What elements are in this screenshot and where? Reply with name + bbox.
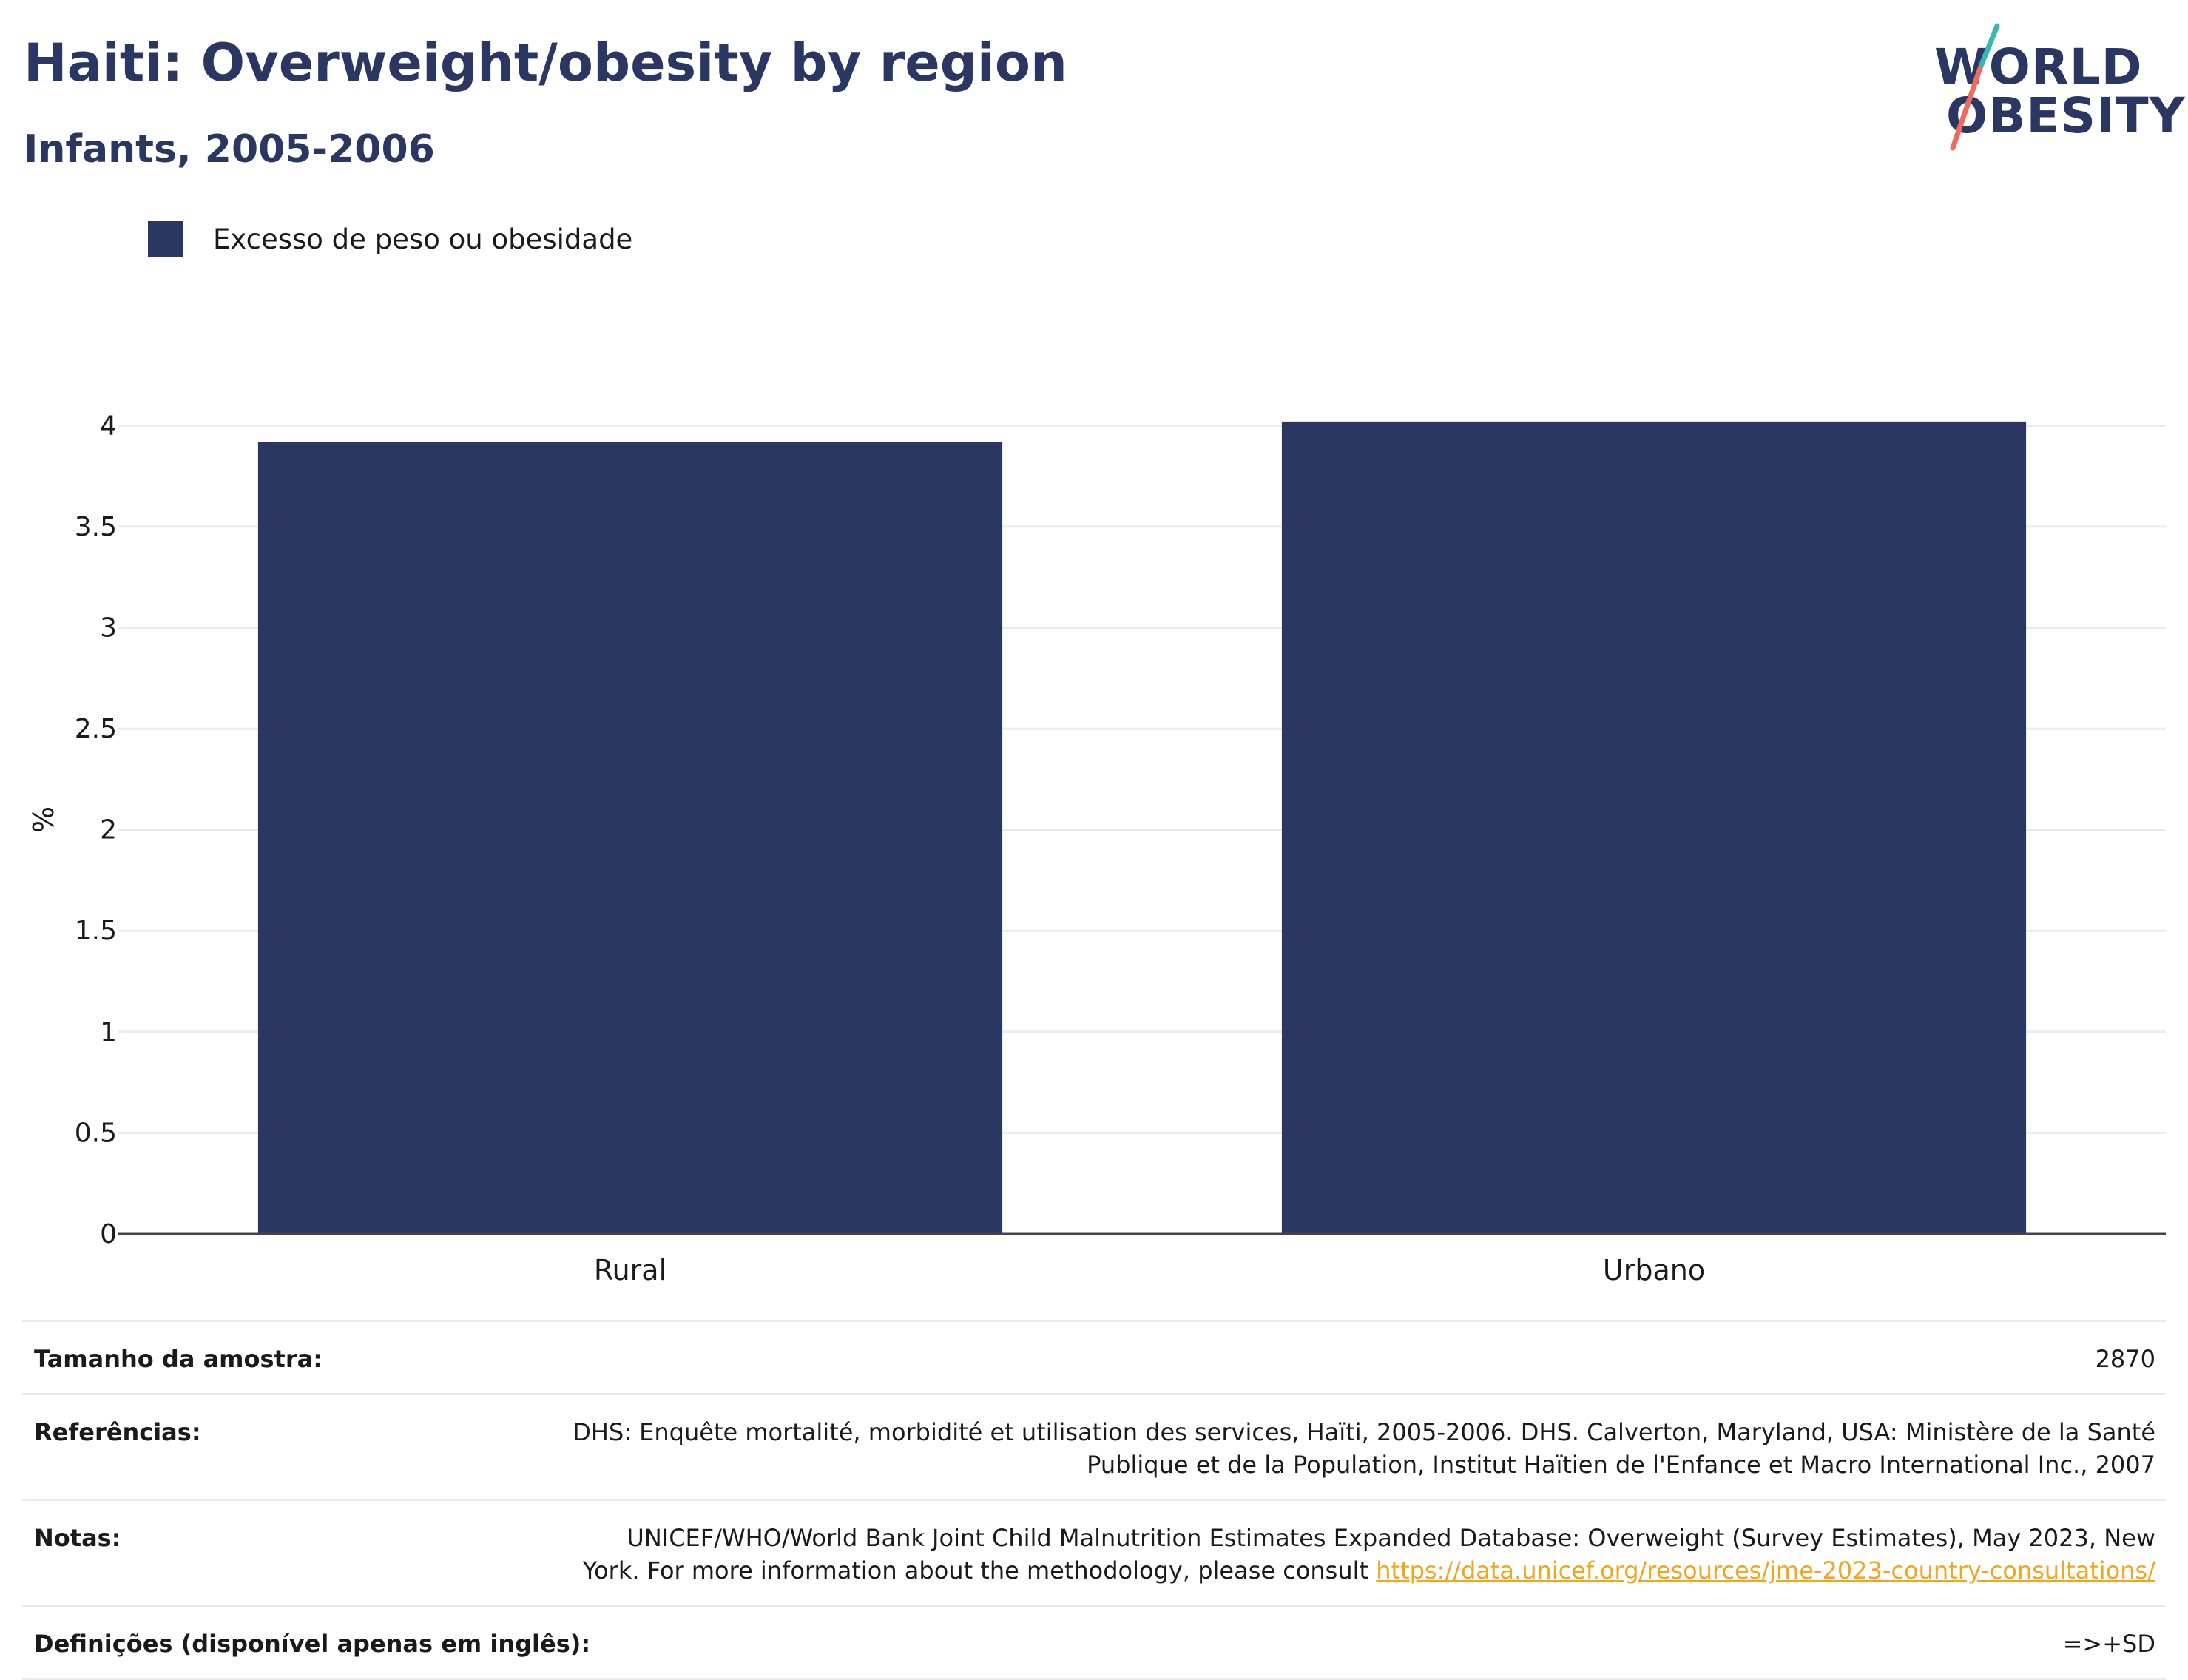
info-row-references: Referências: DHS: Enquête mortalité, mor…	[22, 1393, 2166, 1499]
y-axis-label: %	[27, 806, 60, 833]
world-obesity-logo[interactable]: WORLD OBESITY	[1927, 22, 2184, 155]
x-tick-label: Urbano	[1603, 1254, 1705, 1286]
sample-size-label: Tamanho da amostra:	[34, 1345, 323, 1373]
notes-label: Notas:	[34, 1524, 121, 1552]
y-tick-label: 2.5	[75, 714, 117, 744]
logo-line-2: OBESITY	[1946, 87, 2186, 144]
definitions-label: Definições (disponível apenas em inglês)…	[34, 1630, 591, 1658]
y-axis-ticks: 0 0.5 1 1.5 2 2.5 3 3.5 4	[75, 411, 117, 1249]
bar-urbano[interactable]	[1281, 421, 2027, 1235]
methodology-link[interactable]: https://data.unicef.org/resources/jme-20…	[1376, 1556, 2155, 1585]
sample-size-value: 2870	[2095, 1345, 2155, 1373]
legend[interactable]: Excesso de peso ou obesidade	[148, 220, 632, 257]
y-tick-label: 0	[100, 1219, 117, 1249]
bar-rural[interactable]	[257, 442, 1003, 1236]
y-tick-label: 2	[100, 815, 117, 846]
y-tick-label: 3	[100, 613, 117, 643]
legend-label: Excesso de peso ou obesidade	[213, 223, 633, 255]
info-table: Tamanho da amostra: 2870 Referências: DH…	[22, 1320, 2166, 1680]
y-tick-label: 0.5	[75, 1118, 117, 1148]
chart-title: Haiti: Overweight/obesity by region	[24, 33, 1067, 93]
bar-chart: 0 0.5 1 1.5 2 2.5 3 3.5 4 Rural Urbano %	[27, 411, 2166, 1286]
logo-slash-icon	[1950, 23, 2000, 151]
notes-text: UNICEF/WHO/World Bank Joint Child Malnut…	[582, 1524, 2155, 1585]
y-tick-label: 4	[100, 411, 117, 441]
chart-subtitle: Infants, 2005-2006	[24, 127, 435, 172]
x-axis-ticks: Rural Urbano	[594, 1254, 1705, 1286]
definitions-value: =>+SD	[2062, 1630, 2155, 1658]
y-tick-label: 1.5	[75, 916, 117, 946]
y-tick-label: 1	[100, 1017, 117, 1048]
legend-swatch	[148, 221, 183, 257]
info-row-notes: Notas: UNICEF/WHO/World Bank Joint Child…	[22, 1499, 2166, 1605]
info-row-sample-size: Tamanho da amostra: 2870	[22, 1320, 2166, 1393]
bars	[257, 421, 2027, 1236]
references-label: Referências:	[34, 1418, 201, 1446]
notes-value: UNICEF/WHO/World Bank Joint Child Malnut…	[565, 1522, 2155, 1587]
y-tick-label: 3.5	[75, 512, 117, 542]
logo-line-1: WORLD	[1934, 38, 2143, 95]
info-row-definitions: Definições (disponível apenas em inglês)…	[22, 1605, 2166, 1680]
references-value: DHS: Enquête mortalité, morbidité et uti…	[573, 1418, 2155, 1479]
x-tick-label: Rural	[594, 1254, 666, 1286]
